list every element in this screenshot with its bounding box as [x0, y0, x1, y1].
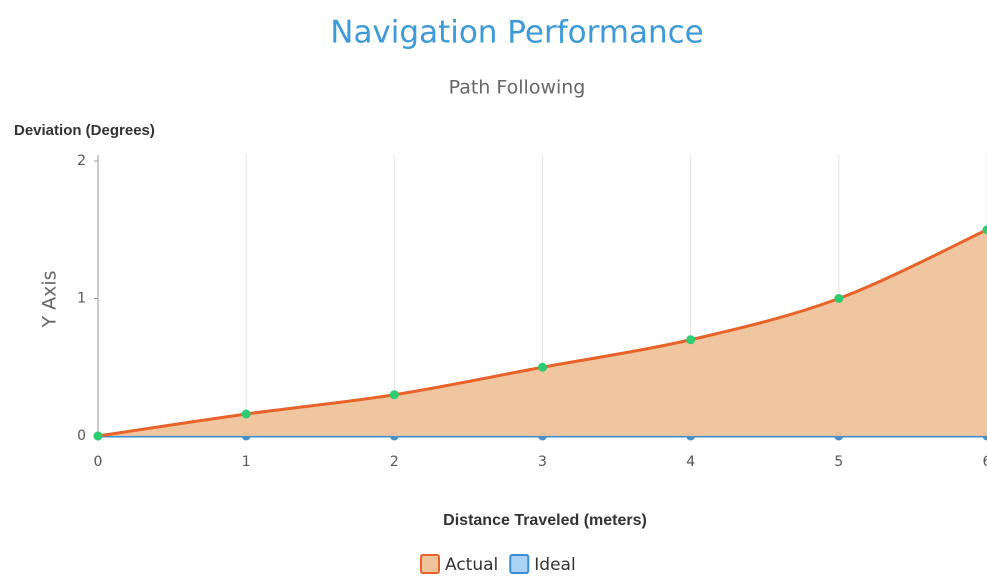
x-tick-label: 3 — [538, 454, 547, 470]
legend-swatch — [509, 554, 530, 574]
x-tick-label: 6 — [983, 454, 987, 470]
x-tick-label: 1 — [242, 454, 251, 470]
data-point — [93, 431, 103, 441]
data-point — [241, 409, 251, 419]
y-tick-label: 1 — [77, 291, 86, 307]
legend-swatch — [420, 554, 440, 574]
legend-item[interactable]: Actual — [420, 554, 498, 575]
x-tick-label: 0 — [94, 454, 103, 470]
x-tick-label: 2 — [390, 454, 399, 470]
y-label-top: Deviation (Degrees) — [14, 122, 155, 139]
legend-item[interactable]: Ideal — [509, 554, 576, 575]
x-tick-label: 4 — [686, 454, 695, 470]
y-tick-label: 2 — [77, 153, 86, 169]
chart-title: Navigation Performance — [330, 15, 704, 51]
data-point — [686, 335, 696, 345]
legend-label: Actual — [445, 555, 498, 575]
data-point — [834, 294, 844, 303]
y-tick-label: 0 — [77, 428, 86, 444]
data-point — [982, 225, 987, 235]
data-point — [389, 390, 399, 400]
legend-label: Ideal — [534, 555, 575, 575]
x-tick-label: 5 — [834, 454, 843, 470]
y-axis-title: Y Axis — [39, 270, 61, 328]
data-point — [538, 362, 547, 372]
area-fill — [98, 229, 987, 436]
x-axis-title: Distance Traveled (meters) — [443, 512, 647, 529]
chart-subtitle: Path Following — [449, 77, 586, 99]
